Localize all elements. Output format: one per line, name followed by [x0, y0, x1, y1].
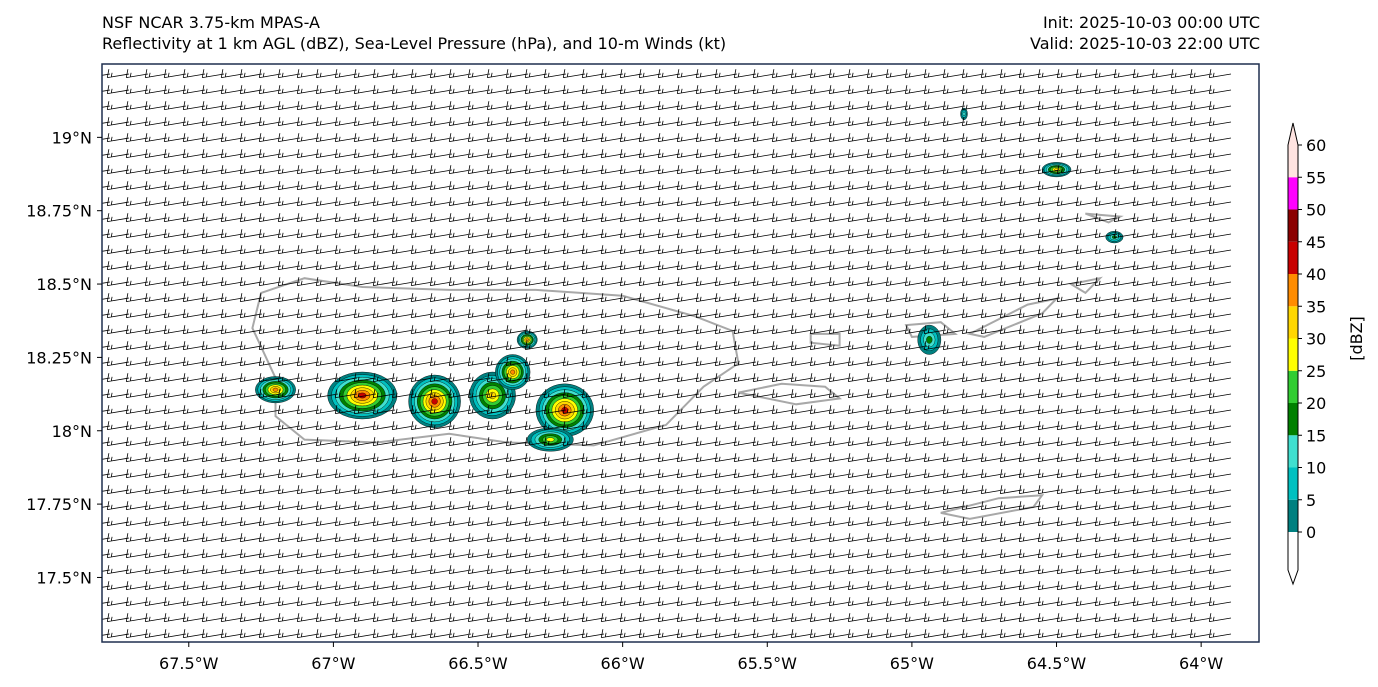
lat-tick-label: 18.25°N [26, 348, 92, 367]
title-line-2: Reflectivity at 1 km AGL (dBZ), Sea-Leve… [102, 34, 727, 53]
colorbar-segment [1288, 403, 1298, 436]
colorbar-segment [1288, 145, 1298, 178]
map-frame [101, 63, 1260, 643]
colorbar-tick-label: 0 [1306, 523, 1316, 542]
map-title: NSF NCAR 3.75-km MPAS-A Reflectivity at … [102, 12, 726, 54]
map-axes: 67.5°W 67°W 66.5°W 66°W 65.5°W 65°W 64.5°W 64°W… [26, 128, 1223, 673]
colorbar-segment [1288, 274, 1298, 307]
lat-tick-label: 19°N [52, 128, 92, 147]
island-st-croix [940, 494, 1045, 520]
colorbar: 0 5 10 15 20 25 30 35 40 45 50 55 60 [dBZ] [1287, 122, 1366, 586]
echo-cell [408, 374, 461, 428]
lat-tick-label: 17.5°N [36, 568, 92, 587]
echo-cell [917, 324, 942, 355]
colorbar-tick-label: 15 [1306, 426, 1326, 445]
colorbar-tick-label: 25 [1306, 362, 1326, 381]
echo-cell [1041, 162, 1072, 178]
echo-cell [527, 427, 574, 452]
colorbar-segment [1288, 338, 1298, 371]
colorbar-tick-label: 55 [1306, 168, 1326, 187]
colorbar-segment [1288, 499, 1298, 532]
island-st-john-tortola [966, 297, 1060, 338]
island-vieques [738, 382, 843, 406]
echo-cell [516, 330, 538, 349]
colorbar-segment [1288, 241, 1298, 274]
echo-cell [255, 376, 296, 404]
lon-tick-label: 67°W [311, 654, 355, 673]
echo-cell [327, 371, 398, 420]
time-info: Init: 2025-10-03 00:00 UTC Valid: 2025-1… [1030, 12, 1260, 54]
colorbar-segment [1288, 209, 1298, 242]
colorbar-segment [1288, 370, 1298, 403]
echo-cell [495, 354, 531, 390]
lon-tick-label: 64°W [1179, 654, 1223, 673]
colorbar-tick-label: 45 [1306, 233, 1326, 252]
colorbar-tick-label: 40 [1306, 265, 1326, 284]
colorbar-tick-label: 30 [1306, 330, 1326, 349]
lat-tick-label: 18.5°N [36, 275, 92, 294]
map-background [102, 64, 1259, 642]
lon-tick-label: 65°W [890, 654, 934, 673]
colorbar-label: [dBZ] [1347, 316, 1366, 361]
colorbar-tick-label: 5 [1306, 491, 1316, 510]
lon-tick-label: 66.5°W [448, 654, 508, 673]
island-puerto-rico [251, 277, 740, 447]
lat-tick-label: 18°N [52, 422, 92, 441]
lon-tick-label: 65.5°W [738, 654, 798, 673]
colorbar-tick-label: 35 [1306, 297, 1326, 316]
island-virgin-gorda [1068, 276, 1103, 295]
colorbar-tick-label: 50 [1306, 201, 1326, 220]
colorbar-segment [1288, 467, 1298, 500]
colorbar-tick-label: 10 [1306, 459, 1326, 478]
colorbar-segment [1288, 435, 1298, 468]
title-line-1: NSF NCAR 3.75-km MPAS-A [102, 13, 320, 32]
colorbar-segment [1288, 177, 1298, 210]
colorbar-over-extension [1288, 123, 1298, 145]
colorbar-under-extension [1288, 532, 1298, 584]
island-culebra [809, 332, 841, 347]
colorbar-tick-label: 60 [1306, 136, 1326, 155]
lon-tick-label: 67.5°W [159, 654, 219, 673]
colorbar-segment [1288, 306, 1298, 339]
echo-cell [960, 107, 968, 121]
init-time: Init: 2025-10-03 00:00 UTC [1042, 13, 1260, 32]
lat-tick-label: 17.75°N [26, 495, 92, 514]
lon-tick-label: 66°W [601, 654, 645, 673]
valid-time: Valid: 2025-10-03 22:00 UTC [1029, 34, 1260, 53]
colorbar-tick-label: 20 [1306, 394, 1326, 413]
lon-tick-label: 64.5°W [1027, 654, 1087, 673]
lat-tick-label: 18.75°N [26, 202, 92, 221]
